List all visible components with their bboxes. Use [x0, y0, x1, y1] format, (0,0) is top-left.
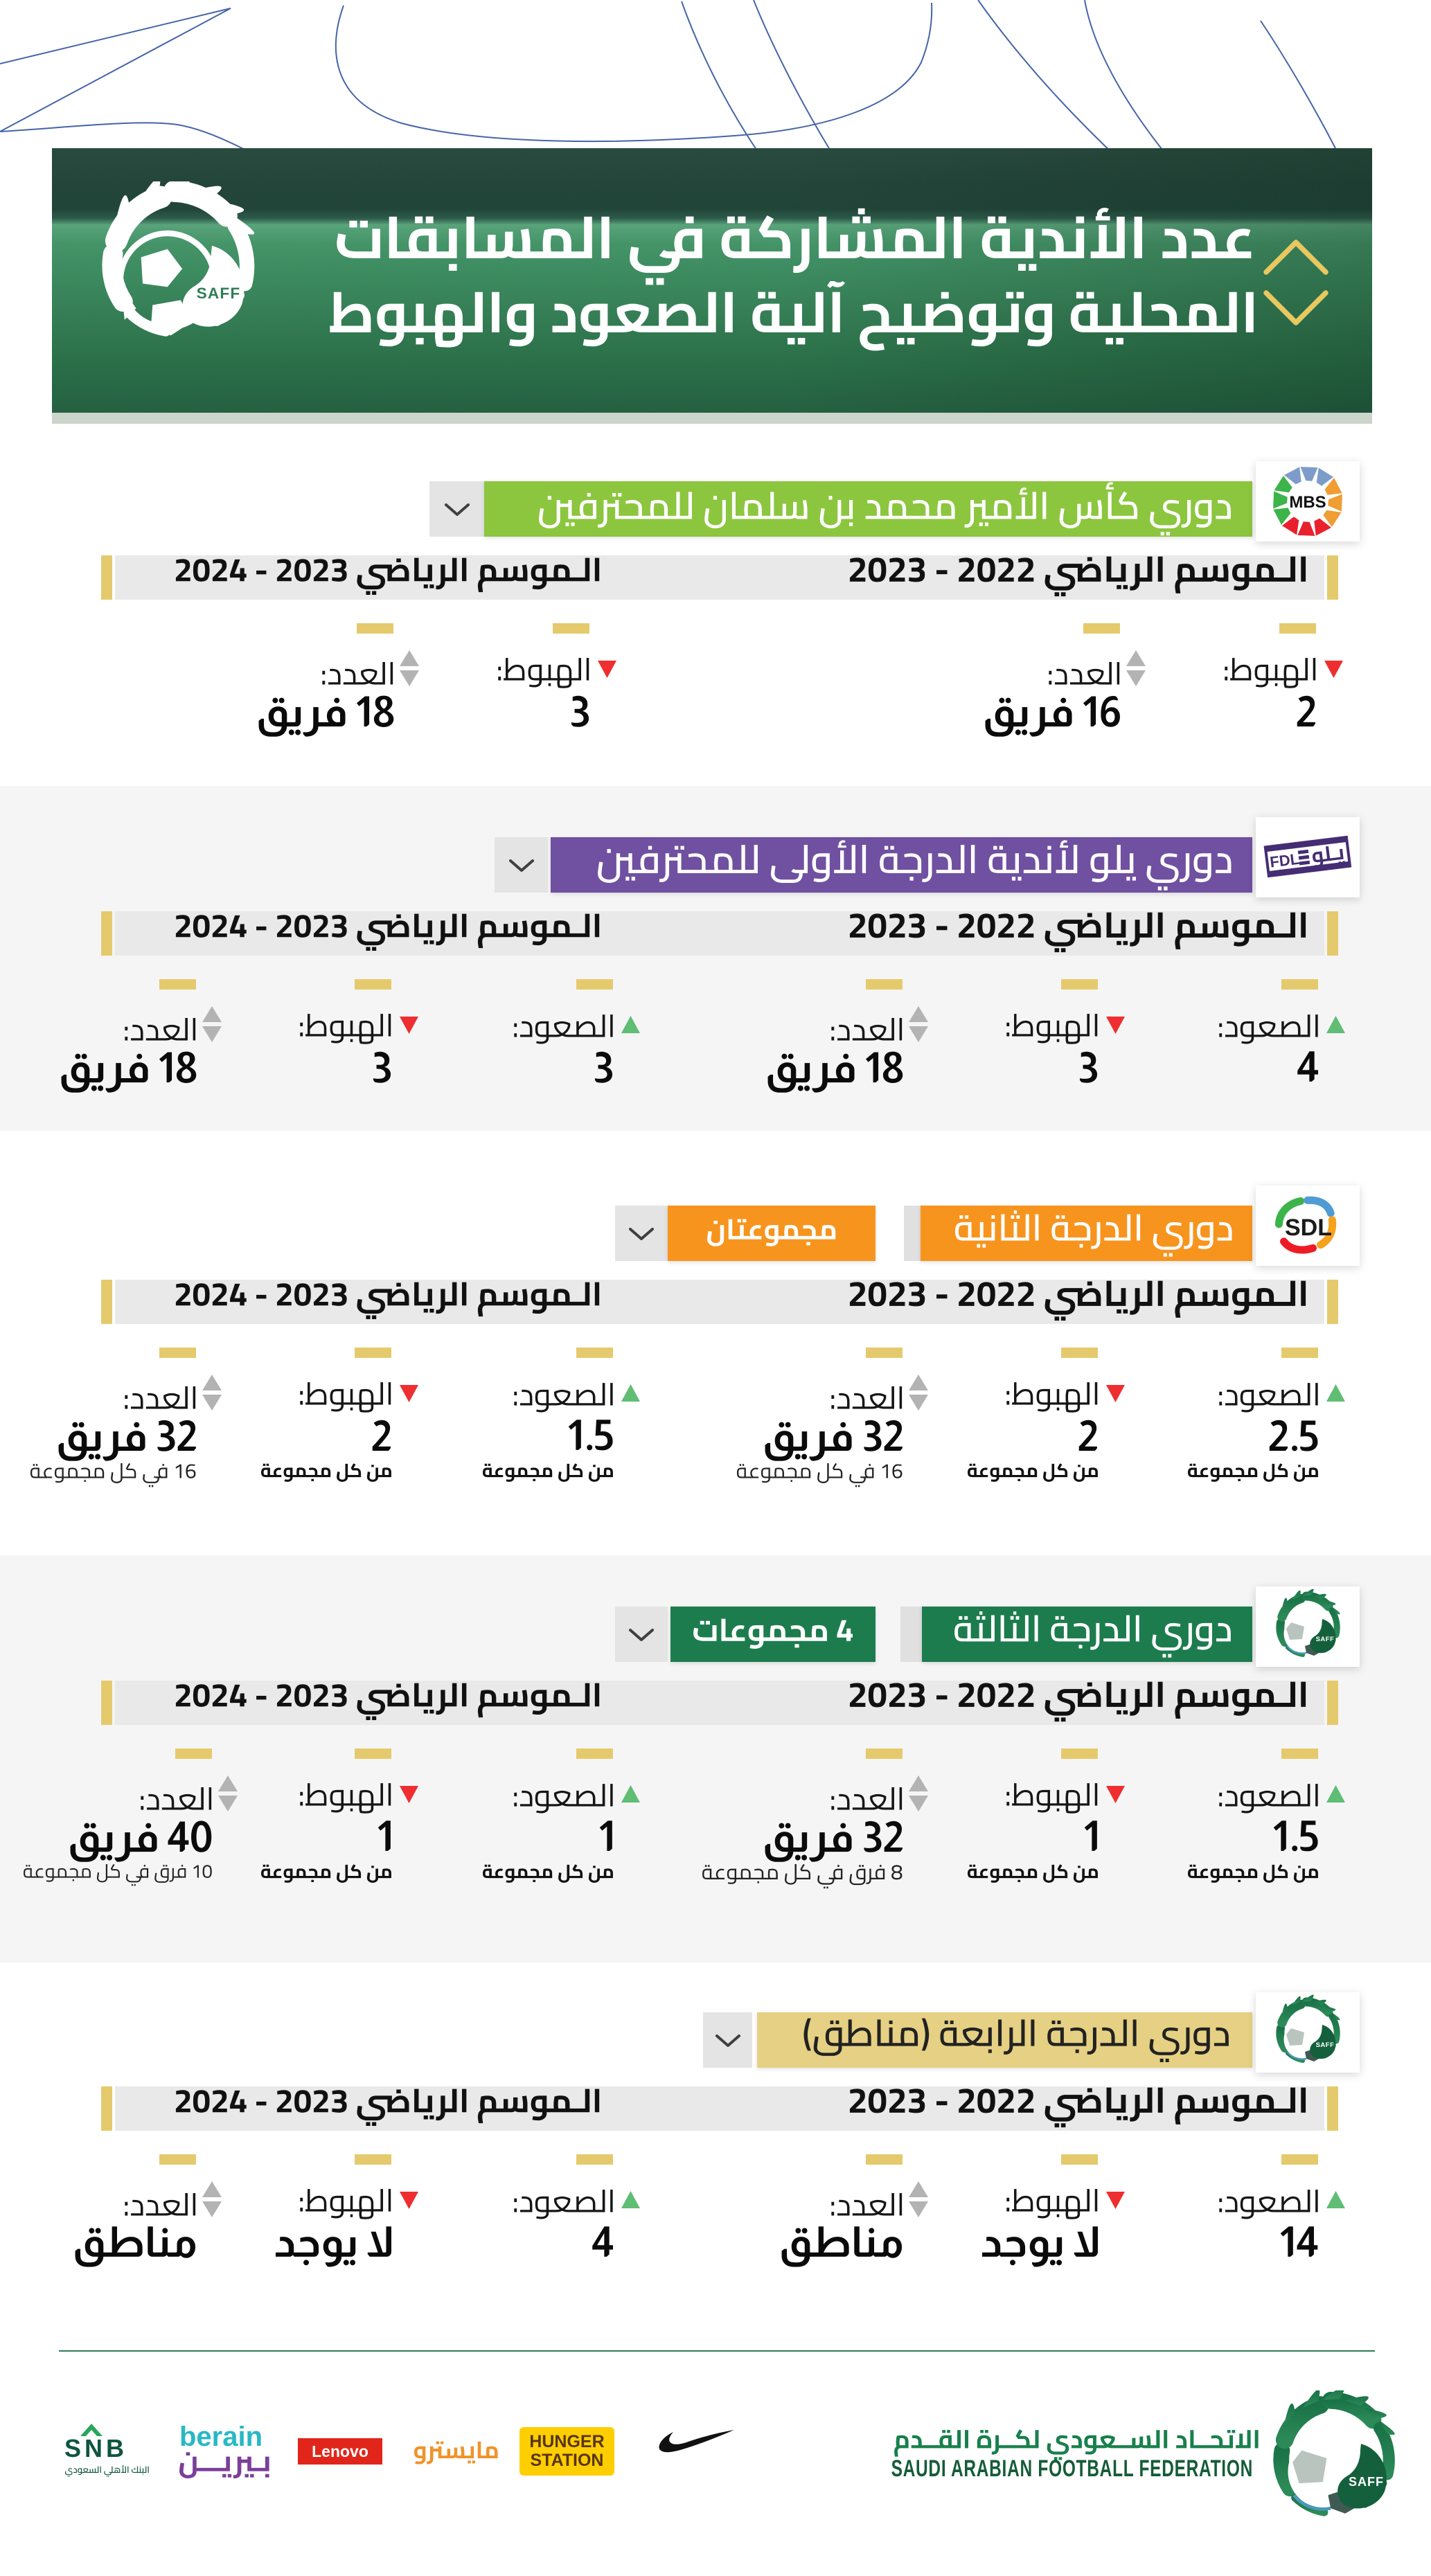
svg-text:SAFF: SAFF — [1349, 2475, 1384, 2489]
svg-text:SNB: SNB — [64, 2434, 127, 2462]
svg-text:SAFF: SAFF — [197, 285, 241, 302]
svg-text:SAFF: SAFF — [1316, 1636, 1335, 1643]
svg-text:SAFF: SAFF — [1316, 2041, 1335, 2049]
svg-text:MBS: MBS — [1289, 493, 1326, 512]
svg-text:SDL: SDL — [1285, 1215, 1332, 1241]
svg-text:FDL: FDL — [1269, 850, 1300, 871]
